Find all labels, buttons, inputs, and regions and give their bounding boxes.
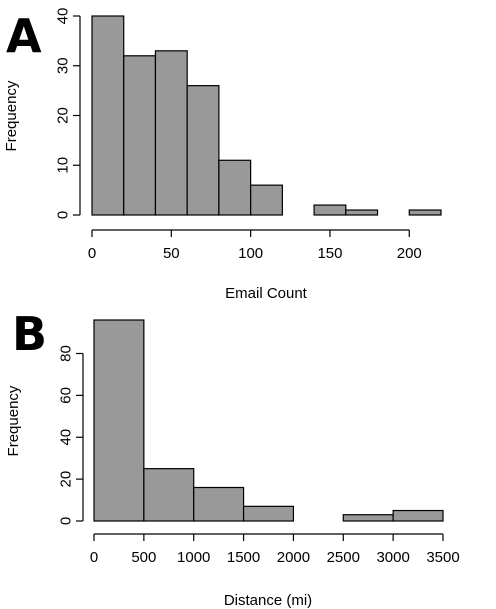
histogram-bar [250, 184, 283, 216]
histogram-bar [218, 159, 252, 216]
x-tick-label: 0 [88, 245, 96, 262]
x-tick-label: 2500 [327, 549, 360, 566]
histogram-bar [143, 468, 195, 522]
x-axis-b: 0 500 1000 1500 2000 2500 3000 3500 [90, 533, 460, 566]
histogram-panel-b: B Frequency Distance (mi) 0 500 1000 1500 20… [5, 307, 460, 609]
y-tick-label: 0 [55, 211, 72, 219]
y-axis-a: 0 10 20 30 40 [55, 8, 81, 219]
y-tick-label: 60 [58, 387, 75, 404]
y-tick-label: 20 [58, 471, 75, 488]
x-tick-label: 50 [163, 245, 180, 262]
x-tick-label: 3000 [376, 549, 409, 566]
histogram-bar [313, 204, 347, 216]
panel-label-b: B [12, 307, 47, 361]
histogram-bar [93, 319, 145, 522]
y-tick-label: 40 [55, 8, 72, 25]
x-tick-label: 500 [131, 549, 156, 566]
x-axis-label-a: Email Count [225, 285, 308, 302]
histogram-bar [408, 209, 442, 216]
y-axis-label-a: Frequency [3, 80, 20, 151]
x-tick-label: 200 [397, 245, 422, 262]
histogram-bar [154, 50, 188, 216]
x-tick-label: 3500 [426, 549, 459, 566]
y-axis-b: 0 20 40 60 80 [58, 345, 84, 525]
x-axis-a: 0 50 100 150 200 [88, 229, 422, 262]
histogram-bar [186, 85, 220, 216]
y-tick-label: 20 [55, 107, 72, 124]
y-tick-label: 40 [58, 429, 75, 446]
x-tick-label: 100 [238, 245, 263, 262]
y-tick-label: 10 [55, 157, 72, 174]
y-tick-label: 0 [58, 517, 75, 525]
histogram-bar [342, 514, 394, 522]
histogram-bar [392, 509, 444, 522]
histogram-bar [345, 209, 379, 216]
x-tick-label: 1000 [177, 549, 210, 566]
x-tick-label: 150 [317, 245, 342, 262]
x-axis-label-b: Distance (mi) [224, 592, 312, 609]
bars-a [91, 15, 442, 216]
panel-label-a: A [6, 9, 42, 63]
y-tick-label: 80 [58, 345, 75, 362]
histogram-panel-a: A Frequency Email Count 0 50 100 150 200 0 10… [3, 8, 442, 302]
bars-b [93, 319, 444, 522]
histogram-bar [123, 55, 157, 216]
x-tick-label: 2000 [277, 549, 310, 566]
histogram-bar [91, 15, 125, 216]
histogram-bar [193, 486, 245, 522]
histogram-bar [242, 505, 295, 522]
y-tick-label: 30 [55, 57, 72, 74]
x-tick-label: 0 [90, 549, 98, 566]
y-axis-label-b: Frequency [5, 385, 22, 456]
x-tick-label: 1500 [227, 549, 260, 566]
